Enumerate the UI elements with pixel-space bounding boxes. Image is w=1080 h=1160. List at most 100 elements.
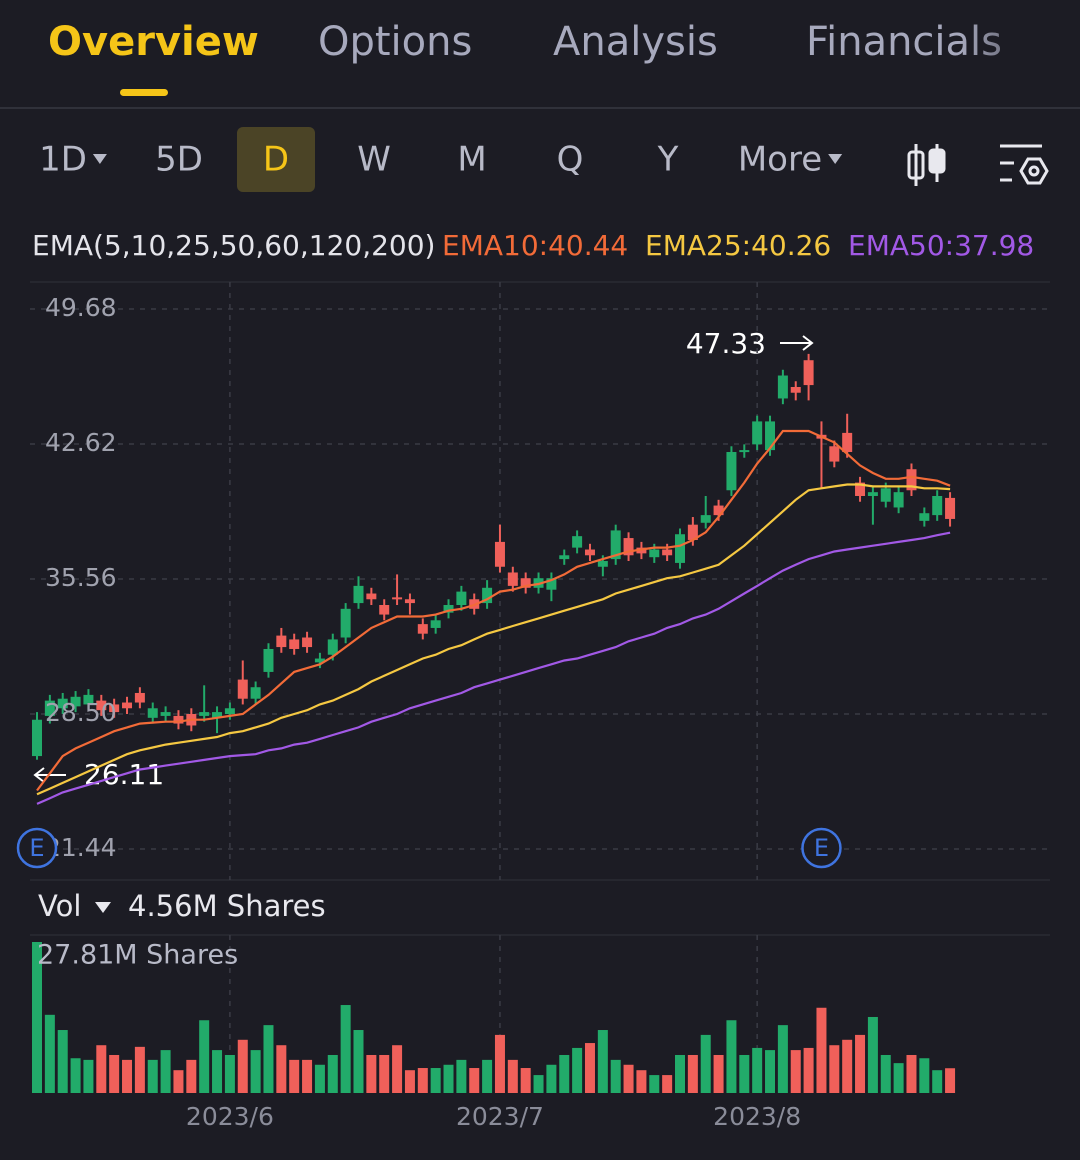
volume-bar (572, 1047, 583, 1093)
candle-body (340, 608, 351, 638)
candle-body (880, 488, 891, 502)
y-tick-label: 49.68 (45, 293, 117, 322)
candle-body (713, 505, 724, 516)
candle-body (314, 658, 325, 663)
candle-body (199, 712, 210, 716)
x-tick-label: 2023/6 (186, 1102, 274, 1131)
candle-body (430, 620, 441, 628)
volume-bar (263, 1025, 274, 1093)
volume-bar (147, 1059, 158, 1093)
volume-bar (237, 1039, 248, 1093)
earnings-marker[interactable] (16, 827, 58, 869)
candle-body (147, 708, 158, 718)
volume-bar (893, 1063, 904, 1093)
volume-bar (44, 1014, 55, 1093)
fade (960, 0, 1080, 100)
volume-bar (636, 1070, 647, 1093)
volume-bar (224, 1054, 235, 1093)
volume-bar (765, 1050, 776, 1093)
dropdown-arrow (828, 154, 843, 164)
volume-bar (212, 1050, 223, 1093)
volume-bar (32, 942, 42, 1093)
volume-bar (945, 1068, 956, 1093)
volume-bar (559, 1054, 570, 1093)
volume-bar (675, 1054, 685, 1093)
volume-max-label: 27.81M Shares (37, 940, 238, 971)
volume-bar (250, 1050, 261, 1093)
ema-line (36, 531, 951, 805)
y-tick-label: 42.62 (45, 428, 117, 457)
volume-bar (160, 1050, 171, 1093)
candle-body (559, 555, 570, 560)
earnings-label: E (814, 834, 829, 862)
candle-body (687, 524, 698, 540)
volume-bar (597, 1030, 608, 1093)
volume-bar (276, 1045, 287, 1093)
settings-icon[interactable] (1000, 144, 1049, 185)
timeframe[interactable]: 5D (155, 140, 203, 180)
volume-bar (289, 1059, 300, 1093)
chart-type-icon[interactable] (907, 144, 946, 186)
volume-bar (314, 1064, 325, 1093)
volume-bar (816, 1007, 827, 1093)
candle-body (520, 578, 531, 588)
timeframe[interactable]: M (457, 140, 486, 180)
tab[interactable]: Options (318, 19, 472, 65)
earnings-marker[interactable] (801, 827, 842, 869)
legend-entry: EMA25:40.26 (645, 229, 831, 262)
timeframe[interactable]: W (357, 140, 391, 180)
candle-body (546, 578, 557, 590)
volume-bar (803, 1047, 814, 1093)
volume-title[interactable]: Vol (38, 889, 81, 923)
candle-body (83, 694, 94, 705)
candle-body (109, 704, 120, 713)
volume-bar (919, 1058, 930, 1093)
candle-body (173, 715, 184, 724)
candle-body (675, 534, 685, 563)
volume-bar (829, 1045, 840, 1093)
timeframe[interactable]: 1D (39, 140, 87, 180)
volume-bar (173, 1070, 184, 1093)
high-label: 47.33 (686, 327, 766, 360)
volume-bar (83, 1059, 94, 1093)
candle-body (302, 637, 313, 648)
tab-indicator (120, 89, 168, 96)
candle-body (777, 375, 788, 399)
timeframe-highlight (237, 127, 315, 192)
volume-bar (109, 1054, 120, 1093)
volume-bar (662, 1075, 673, 1093)
volume-bar (610, 1059, 621, 1093)
candle-body (867, 492, 878, 496)
dropdown-arrow (92, 154, 107, 164)
tab[interactable]: Analysis (553, 19, 718, 65)
volume-bar (906, 1054, 917, 1093)
tab[interactable]: Overview (48, 19, 259, 65)
indicator: EMA(5,10,25,50,60,120,200) (32, 229, 435, 262)
candle-body (945, 497, 956, 519)
volume-bar (687, 1054, 698, 1093)
earnings-label: E (29, 834, 44, 862)
candle-body (224, 708, 235, 715)
candle-body (456, 591, 467, 606)
candle-body (44, 700, 55, 716)
volume-bar (417, 1068, 428, 1093)
candle-body (160, 712, 171, 716)
volume-bar (379, 1054, 390, 1093)
candle-body (765, 421, 776, 451)
candle-body (584, 549, 595, 556)
timeframe[interactable]: D (263, 140, 289, 180)
candle-body (494, 541, 505, 567)
timeframe[interactable]: Y (657, 140, 679, 180)
candle-body (803, 360, 814, 386)
candle-body (443, 605, 454, 613)
candle-body (392, 597, 403, 600)
volume-bar (584, 1043, 595, 1093)
candle-body (237, 679, 248, 699)
volume-bar (842, 1039, 853, 1093)
high-arrow-head (802, 335, 814, 351)
volume-bar (739, 1054, 750, 1093)
timeframe[interactable]: Q (557, 140, 584, 180)
ema-line (36, 483, 951, 796)
timeframe[interactable]: More (738, 140, 822, 180)
volume-bar (469, 1068, 480, 1093)
